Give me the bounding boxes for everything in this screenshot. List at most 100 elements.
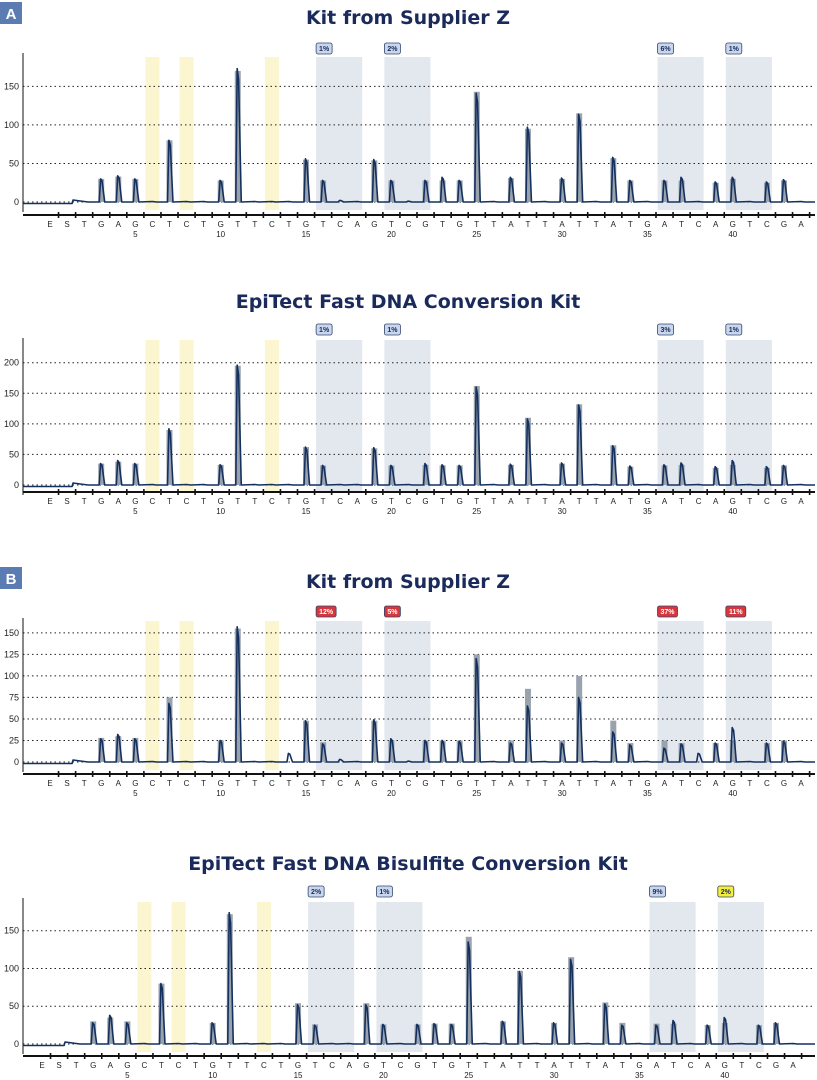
expected-bar xyxy=(678,180,685,202)
dispensation-base: T xyxy=(739,1061,744,1070)
yellow-band xyxy=(137,902,152,1052)
dispensation-base: T xyxy=(381,1061,386,1070)
dispensation-base: C xyxy=(337,220,343,229)
dispensation-base: T xyxy=(526,779,531,788)
expected-bar xyxy=(704,1025,711,1044)
percent-badge-text: 2% xyxy=(721,889,732,896)
dispensation-base: A xyxy=(559,220,565,229)
expected-bar xyxy=(439,740,446,762)
position-label: 30 xyxy=(558,507,567,516)
y-tick-label: 150 xyxy=(4,926,19,936)
expected-bar xyxy=(234,70,241,203)
y-tick-label: 0 xyxy=(14,1039,19,1049)
dispensation-base: A xyxy=(790,1061,796,1070)
expected-bar xyxy=(678,464,685,485)
dispensation-base: G xyxy=(218,497,224,506)
dispensation-base: G xyxy=(414,1061,420,1070)
dispensation-base: T xyxy=(193,1061,198,1070)
dispensation-base: G xyxy=(98,220,104,229)
y-tick-label: 75 xyxy=(9,692,19,702)
dispensation-base: G xyxy=(730,220,736,229)
dispensation-base: T xyxy=(252,497,257,506)
dispensation-base: A xyxy=(355,220,361,229)
dispensation-base: T xyxy=(321,779,326,788)
expected-bar xyxy=(115,461,122,485)
expected-bar xyxy=(559,740,566,762)
dispensation-base: T xyxy=(440,497,445,506)
expected-bar xyxy=(388,180,395,202)
y-tick-label: 0 xyxy=(14,480,19,490)
dispensation-base: G xyxy=(371,497,377,506)
dispensation-base: C xyxy=(764,220,770,229)
position-label: 15 xyxy=(302,507,311,516)
expected-bar xyxy=(507,178,514,202)
expected-bar xyxy=(627,466,634,485)
expected-bar xyxy=(303,159,310,202)
percent-badge-text: 12% xyxy=(319,609,334,616)
yellow-band xyxy=(256,902,271,1052)
dispensation-base: T xyxy=(321,220,326,229)
dispensation-base: G xyxy=(363,1061,369,1070)
expected-bar xyxy=(516,970,523,1044)
percent-badge xyxy=(383,323,401,336)
dispensation-base: G xyxy=(422,497,428,506)
expected-bar xyxy=(320,465,327,485)
dispensation-base: C xyxy=(406,497,412,506)
dispensation-base: T xyxy=(321,497,326,506)
dispensation-base: E xyxy=(47,497,52,506)
dispensation-base: C xyxy=(176,1061,182,1070)
position-label: 25 xyxy=(464,1071,473,1080)
expected-bar xyxy=(422,180,429,202)
dispensation-base: T xyxy=(620,1061,625,1070)
dispensation-base: T xyxy=(74,1061,79,1070)
y-tick-label: 50 xyxy=(9,158,19,168)
expected-bar xyxy=(507,740,514,762)
dispensation-base: A xyxy=(508,497,514,506)
dispensation-base: G xyxy=(730,779,736,788)
chart-title: Kit from Supplier Z xyxy=(306,571,510,593)
position-label: 30 xyxy=(550,1071,559,1080)
dispensation-base: T xyxy=(227,1061,232,1070)
position-label: 15 xyxy=(302,230,311,239)
position-label: 5 xyxy=(125,1071,130,1080)
expected-bar xyxy=(576,675,583,762)
expected-bar xyxy=(380,1024,387,1044)
yellow-band xyxy=(171,902,186,1052)
pyrogram-chart-2: EpiTect Fast DNA Conversion Kit 1% 1% 3% 1% 0… xyxy=(4,291,815,516)
expected-bar xyxy=(551,1022,558,1044)
dispensation-base: A xyxy=(116,220,122,229)
expected-bar xyxy=(166,140,173,202)
position-label: 25 xyxy=(472,789,481,798)
percent-badge xyxy=(725,323,743,336)
position-label: 20 xyxy=(387,507,396,516)
yellow-band xyxy=(145,621,160,770)
yellow-band xyxy=(145,340,160,493)
dispensation-base: C xyxy=(406,220,412,229)
dispensation-base: G xyxy=(98,779,104,788)
dispensation-base: T xyxy=(594,779,599,788)
expected-bar xyxy=(295,1003,302,1044)
y-tick-label: 100 xyxy=(4,120,19,130)
expected-bar xyxy=(439,180,446,202)
yellow-band xyxy=(179,57,194,210)
expected-bar xyxy=(303,720,310,762)
expected-bar xyxy=(610,720,617,762)
dispensation-base: T xyxy=(491,220,496,229)
dispensation-base: A xyxy=(611,497,617,506)
expected-bar xyxy=(576,113,583,202)
expected-bar xyxy=(303,447,310,485)
dispensation-base: C xyxy=(329,1061,335,1070)
position-label: 5 xyxy=(133,507,138,516)
position-label: 25 xyxy=(472,507,481,516)
y-tick-label: 100 xyxy=(4,671,19,681)
expected-bar xyxy=(115,176,122,202)
dispensation-base: S xyxy=(64,220,69,229)
dispensation-base: A xyxy=(662,497,668,506)
position-label: 20 xyxy=(379,1071,388,1080)
position-label: 25 xyxy=(472,230,481,239)
dispensation-base: A xyxy=(559,779,565,788)
yellow-band xyxy=(264,621,279,770)
percent-badge-text: 1% xyxy=(729,327,740,334)
percent-badge xyxy=(315,605,337,618)
